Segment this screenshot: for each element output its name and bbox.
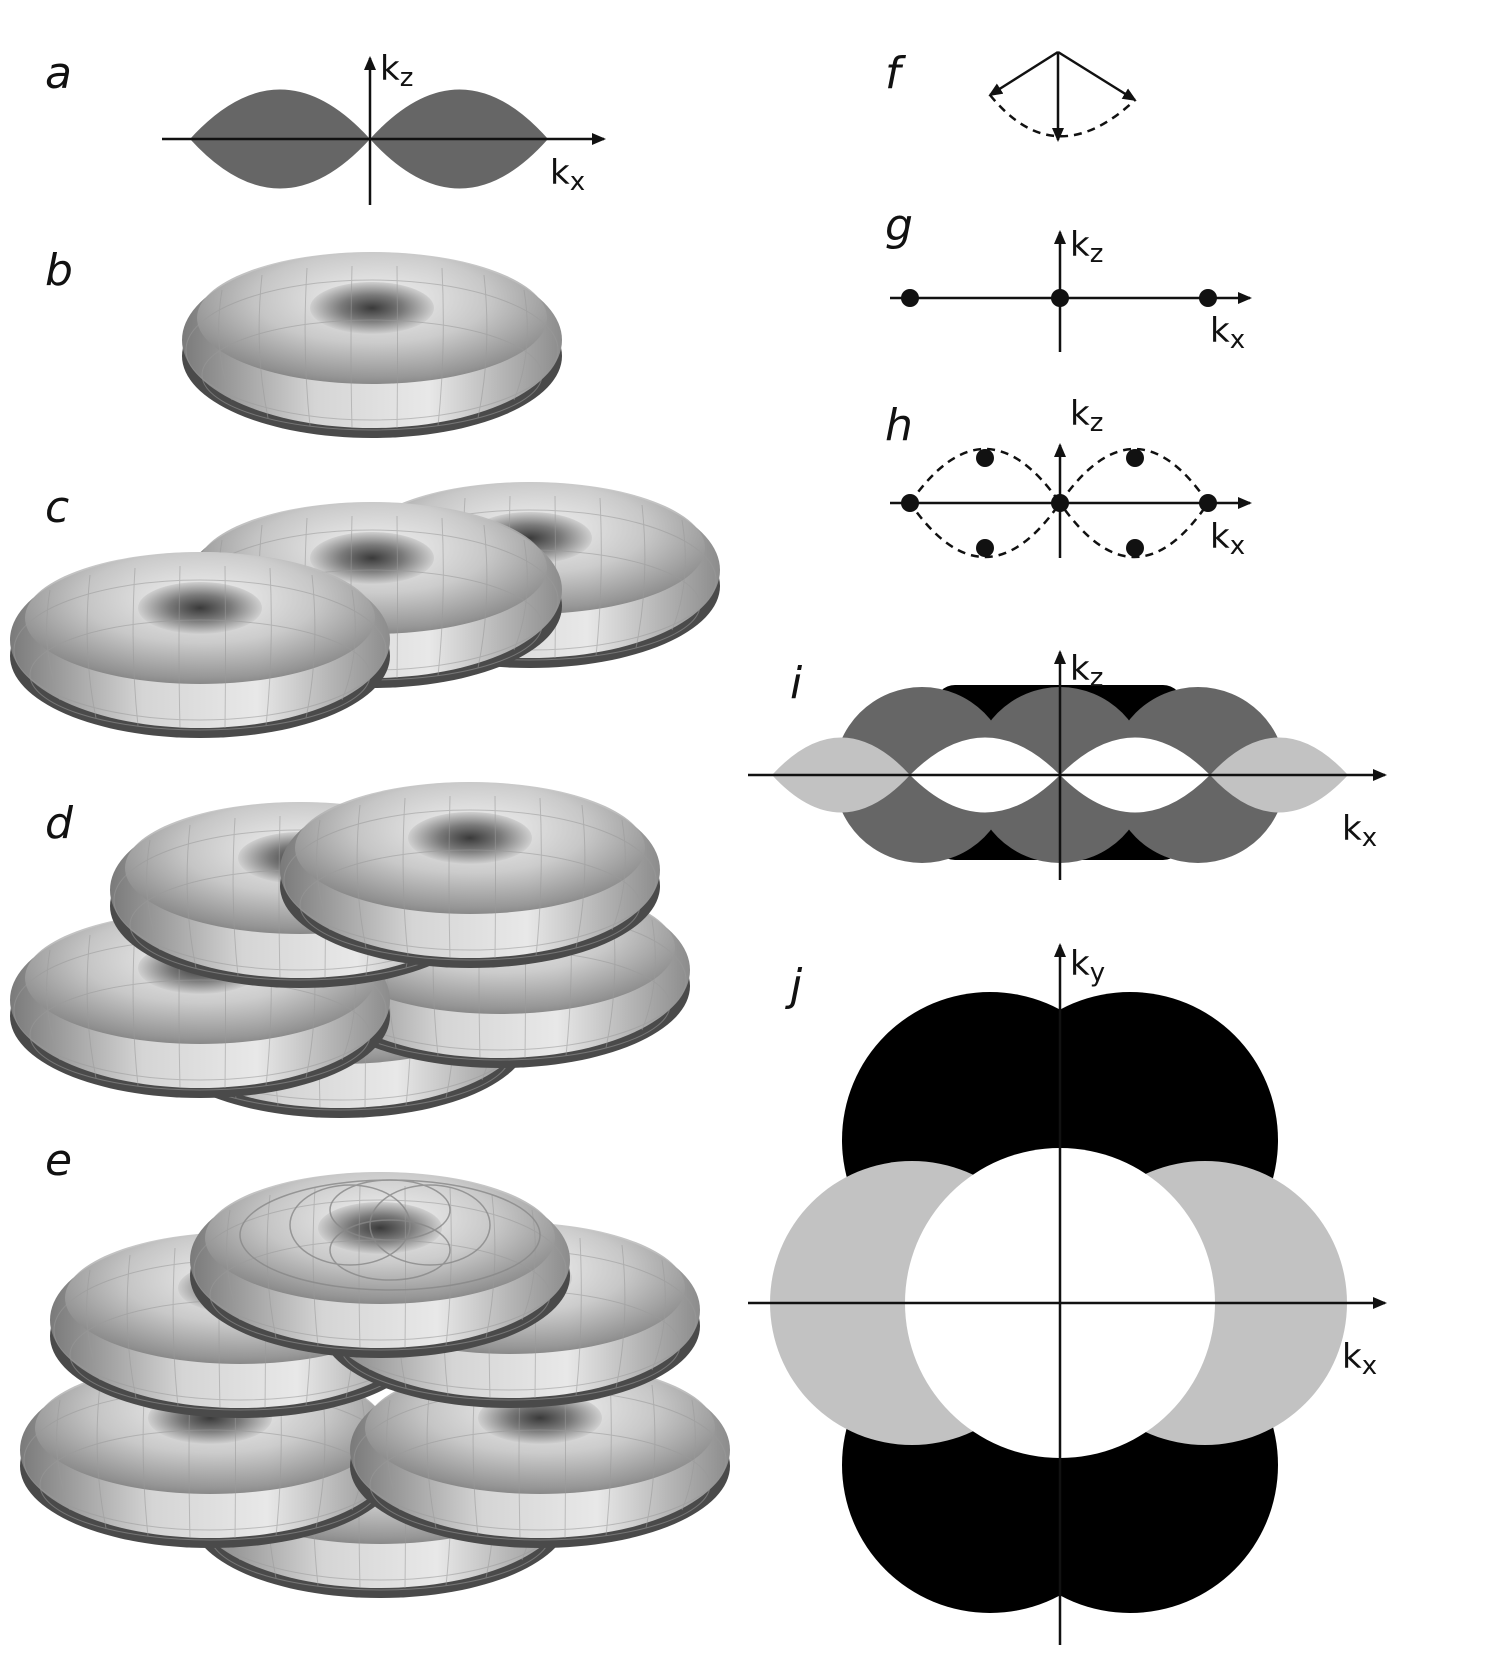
panel-j-kx-label: kx: [1342, 1337, 1377, 1381]
panel-f-arrow-right: [1057, 50, 1137, 102]
panel-d-label: d: [45, 798, 74, 849]
panel-h-point-1: [901, 494, 919, 512]
panel-a-label: a: [45, 48, 72, 99]
panel-h-kx-label: kx: [1210, 517, 1245, 561]
panel-e-torus-6: [189, 1171, 571, 1359]
panel-h-kz-label: kz: [1070, 394, 1103, 438]
panel-h-point-7: [1126, 539, 1144, 557]
panel-e-rosette: [239, 1179, 541, 1291]
panel-c-torus-left: [9, 551, 391, 739]
panel-a-kz-label: kz: [380, 49, 413, 93]
panel-h-point-4: [976, 449, 994, 467]
panel-a-kx-label: kx: [550, 153, 585, 197]
panel-h-point-5: [976, 539, 994, 557]
panel-e: e: [19, 1135, 731, 1599]
panel-c: c: [9, 481, 721, 739]
panel-c-label: c: [45, 482, 69, 533]
panel-g: g kz kx: [885, 200, 1252, 355]
panel-h-label: h: [885, 400, 913, 451]
panel-g-point-center: [1051, 289, 1069, 307]
panel-h-point-3: [1199, 494, 1217, 512]
panel-a: a kz kx: [45, 48, 606, 205]
panel-i: i kz kx: [748, 649, 1387, 880]
panel-g-point-right: [1199, 289, 1217, 307]
panel-j: j ky kx: [748, 943, 1387, 1645]
panel-b-label: b: [45, 245, 73, 296]
panel-j-label: j: [785, 960, 803, 1011]
panel-f-dashed-arc: [989, 94, 1136, 138]
panel-b-torus: [181, 251, 563, 439]
panel-h-point-2: [1051, 494, 1069, 512]
panel-h-point-6: [1126, 449, 1144, 467]
panel-g-label: g: [885, 200, 913, 251]
panel-i-kx-label: kx: [1342, 809, 1377, 853]
panel-f-label: f: [885, 48, 907, 99]
panel-d: d: [9, 781, 691, 1119]
panel-b: b: [45, 245, 563, 439]
panel-f: f: [885, 48, 1137, 142]
panel-i-label: i: [790, 658, 803, 709]
panel-d-torus-top-right: [279, 781, 661, 969]
panel-h: h kz kx: [885, 394, 1252, 561]
panel-i-kz-label: kz: [1070, 649, 1103, 693]
panel-j-ky-label: ky: [1070, 944, 1105, 988]
panel-h-dashed-right: [1058, 447, 1210, 559]
panel-e-label: e: [45, 1135, 72, 1186]
panel-f-arrow-left: [988, 50, 1059, 97]
panel-g-kx-label: kx: [1210, 311, 1245, 355]
panel-g-point-left: [901, 289, 919, 307]
panel-g-kz-label: kz: [1070, 225, 1103, 269]
